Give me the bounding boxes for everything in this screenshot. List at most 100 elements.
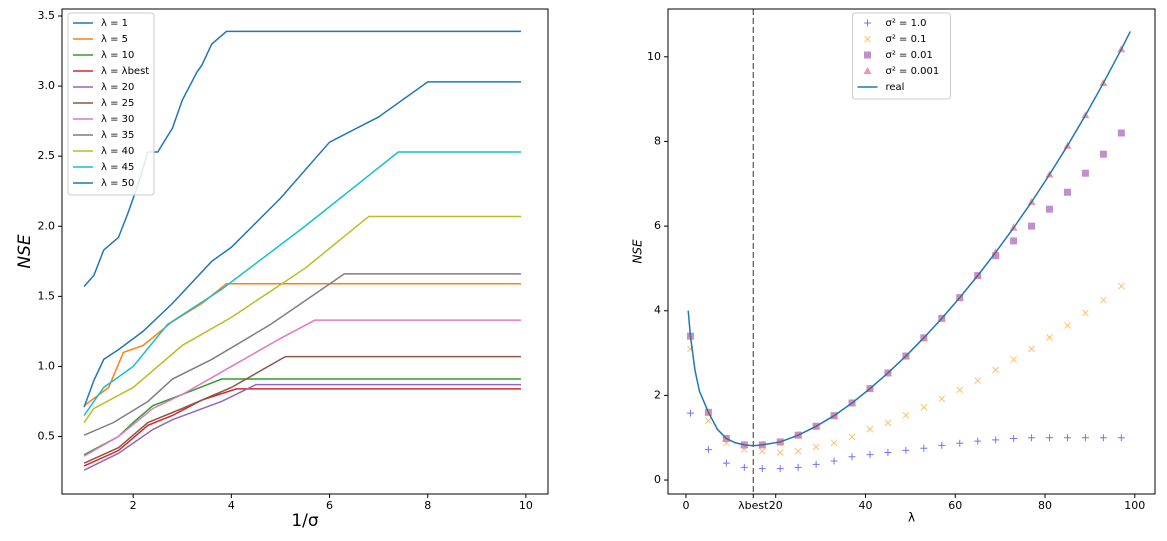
legend-label: σ² = 1.0 xyxy=(886,18,927,29)
point xyxy=(866,425,874,433)
x-tick-label: 80 xyxy=(1038,499,1052,512)
legend-label: λ = 50 xyxy=(101,178,134,189)
x-tick-label: λbest xyxy=(738,499,769,512)
point xyxy=(1046,205,1054,213)
legend-swatch xyxy=(864,35,871,43)
point xyxy=(848,433,856,441)
point xyxy=(884,449,892,457)
point xyxy=(1063,188,1071,196)
point xyxy=(902,411,910,419)
point xyxy=(920,444,928,452)
x-tick-label: 40 xyxy=(858,499,872,512)
line xyxy=(83,383,521,471)
legend-box xyxy=(67,12,155,196)
legend-label: λ = 40 xyxy=(101,146,134,157)
x-tick-label: 2 xyxy=(130,499,137,512)
point xyxy=(758,465,766,473)
y-tick-label: 10 xyxy=(647,50,661,63)
plot-frame xyxy=(61,8,549,495)
point xyxy=(1046,334,1053,341)
point xyxy=(938,441,946,449)
y-tick-label: 6 xyxy=(654,219,661,232)
x-tick-label: 8 xyxy=(424,499,431,512)
line xyxy=(83,151,521,416)
point xyxy=(1117,434,1125,442)
y-axis-label: NSE xyxy=(631,239,645,264)
legend-label: λ = 30 xyxy=(101,114,134,125)
point xyxy=(1117,129,1125,137)
point xyxy=(1010,237,1018,245)
x-tick-label: 0 xyxy=(682,499,689,512)
point xyxy=(884,419,892,427)
x-axis-label: λ xyxy=(908,511,915,525)
legend-label: σ² = 0.1 xyxy=(886,34,927,45)
x-tick-label: 20 xyxy=(769,499,783,512)
point xyxy=(1081,169,1089,177)
legend-label: λ = 5 xyxy=(101,34,128,45)
point xyxy=(1010,435,1018,443)
legend-label: λ = 1 xyxy=(101,18,128,29)
point xyxy=(830,439,838,447)
line xyxy=(83,81,521,408)
legend: λ = 1 λ = 5 λ = 10 λ = λbest λ = 20 λ = 25 λ =… xyxy=(67,12,155,196)
y-tick-label: 2.0 xyxy=(38,219,56,232)
legend-label: λ = 35 xyxy=(101,130,134,141)
y-tick-label: 1.0 xyxy=(38,359,56,372)
legend-label: λ = 45 xyxy=(101,162,134,173)
point xyxy=(974,377,982,384)
point xyxy=(1028,222,1036,230)
legend-label: λ = λbest xyxy=(101,66,149,77)
x-tick-label: 6 xyxy=(326,499,333,512)
point xyxy=(794,463,802,471)
point xyxy=(1117,282,1125,290)
x-tick-label: 60 xyxy=(948,499,962,512)
line xyxy=(83,319,521,457)
y-tick-label: 2 xyxy=(654,388,661,401)
legend-box xyxy=(852,12,951,100)
point xyxy=(704,446,712,454)
point xyxy=(1046,434,1054,442)
point xyxy=(1064,322,1071,329)
point xyxy=(686,409,694,417)
y-tick-label: 0.5 xyxy=(38,430,56,443)
legend-label: σ² = 0.01 xyxy=(886,50,933,61)
legend-label: λ = 25 xyxy=(101,98,134,109)
x-tick-label: 100 xyxy=(1124,499,1145,512)
point xyxy=(992,436,1000,444)
y-tick-label: 0 xyxy=(654,473,661,486)
point xyxy=(776,449,784,456)
point xyxy=(1099,434,1107,442)
x-tick-label: 4 xyxy=(228,499,235,512)
y-tick-label: 8 xyxy=(654,134,661,147)
legend-label: λ = 20 xyxy=(101,82,134,93)
x-tick-label: 10 xyxy=(519,499,533,512)
y-tick-label: 2.5 xyxy=(38,149,56,162)
point xyxy=(722,459,730,467)
point xyxy=(956,439,964,447)
line xyxy=(687,31,1131,447)
line xyxy=(83,273,521,436)
legend-label: λ = 10 xyxy=(101,50,134,61)
legend-swatch xyxy=(863,67,872,74)
point xyxy=(1082,309,1089,317)
point xyxy=(830,457,838,465)
point xyxy=(956,386,964,394)
point xyxy=(1028,434,1036,442)
line xyxy=(83,215,521,423)
point xyxy=(776,465,784,473)
point xyxy=(938,395,946,403)
legend-label: real xyxy=(886,82,905,93)
point xyxy=(974,437,982,445)
point xyxy=(902,446,910,454)
x-axis-label: 1/σ xyxy=(291,511,319,531)
point xyxy=(992,366,1000,374)
point xyxy=(794,447,802,455)
legend-swatch xyxy=(864,19,871,27)
point xyxy=(992,252,1000,260)
point xyxy=(920,403,928,411)
legend-label: σ² = 0.001 xyxy=(886,66,940,77)
point xyxy=(1028,345,1035,353)
point xyxy=(812,460,820,468)
line xyxy=(83,355,521,464)
